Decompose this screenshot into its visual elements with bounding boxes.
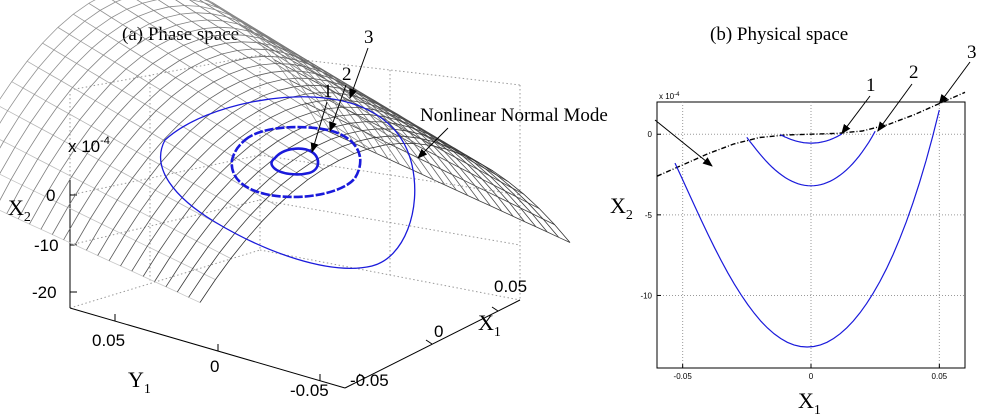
phase-nnm-arrow [417, 127, 449, 159]
orbit-1-phase [270, 147, 320, 176]
orbit-3-phase [159, 96, 416, 269]
physical-orbit-arrow-2 [877, 83, 913, 132]
mesh-line-v [0, 0, 344, 149]
phase-z-axis-label: X2 [8, 195, 31, 225]
physical-y-tick-label: -10 [640, 291, 652, 300]
phase-space-title: (a) Phase space [122, 24, 239, 45]
physical-space-panel: (b) Physical space -0.05 0 0.05 0 -5 -10 x 10… [610, 24, 977, 417]
mesh-line-v [108, 84, 480, 261]
physical-orbit-label-2: 2 [909, 62, 919, 83]
y-tick-0: 0.05 [92, 331, 125, 350]
orbit-1-physical [779, 133, 843, 144]
mesh-line-v [51, 48, 423, 235]
z-tick-2: -20 [32, 283, 57, 302]
mesh-line-u [0, 210, 201, 303]
phase-y-axis-label: Y1 [128, 367, 151, 397]
mesh-line-v [0, 5, 355, 175]
phase-space-axes [69, 180, 521, 389]
physical-y-axis-label: X2 [610, 193, 633, 223]
x-tick-1: 0 [434, 322, 443, 341]
physical-ticks: -0.05 0 0.05 0 -5 -10 [640, 130, 947, 381]
phase-orbit-arrow-3 [349, 47, 369, 99]
phase-orbit-label-1: 1 [323, 81, 333, 102]
mesh-line-v [165, 121, 537, 288]
mesh-line-v [29, 34, 400, 225]
physical-x-axis-label: X1 [798, 388, 821, 417]
physical-y-tick-label: 0 [648, 130, 653, 139]
mesh-line-v [40, 41, 412, 230]
phase-nnm-annotation: Nonlinear Normal Mode [420, 105, 608, 126]
mesh-line-v [0, 0, 321, 128]
physical-orbit-label-3: 3 [967, 42, 977, 63]
physical-orbit-label-1: 1 [866, 75, 876, 96]
x-tick-0: 0.05 [494, 277, 527, 296]
mesh-line-v [154, 113, 525, 282]
mesh-line-v [188, 135, 559, 298]
physical-x-tick-label: 0 [809, 372, 814, 381]
mesh-line-v [0, 0, 332, 133]
z-tick-1: -10 [34, 236, 59, 255]
mesh-line-v [176, 128, 548, 293]
phase-space-ticks [70, 194, 499, 381]
mesh-line-v [17, 26, 389, 220]
phase-orbit-arrow-1 [310, 101, 328, 153]
phase-space-orbits [159, 96, 416, 269]
phase-x-axis-label: X1 [478, 310, 501, 340]
phase-orbit-arrow-2 [329, 84, 347, 132]
mesh-line-v [63, 55, 434, 241]
phase-orbit-label-2: 2 [342, 64, 352, 85]
y-tick-1: 0 [210, 357, 219, 376]
phase-scale-note: x 10-4 [68, 135, 110, 156]
orbit-2-physical [746, 130, 876, 187]
mesh-line-v [74, 63, 446, 246]
physical-nnm-arrow [654, 119, 713, 167]
mesh-line-v [142, 106, 514, 277]
mesh-line-v [97, 77, 469, 256]
phase-orbit-label-3: 3 [364, 27, 374, 48]
y-tick-2: -0.05 [290, 381, 329, 400]
z-tick-0: 0 [46, 186, 55, 205]
phase-space-panel: (a) Phase space [0, 0, 608, 400]
physical-space-title: (b) Physical space [710, 24, 848, 45]
physical-orbit-arrow-3 [938, 61, 971, 105]
physical-orbit-arrow-1 [841, 95, 871, 135]
nnm-series-line [656, 91, 966, 177]
physical-scale-note: x 10-4 [659, 92, 680, 101]
mesh-line-v [199, 142, 571, 303]
x-tick-2: -0.05 [350, 371, 389, 390]
physical-x-tick-label: 0.05 [932, 372, 948, 381]
nnm-surface-mesh [0, 0, 571, 303]
orbit-2-phase [230, 125, 362, 199]
orbit-3-physical [674, 109, 940, 348]
physical-series [656, 61, 971, 348]
mesh-line-v [0, 12, 366, 201]
physical-x-tick-label: -0.05 [674, 372, 693, 381]
physical-y-tick-label: -5 [645, 211, 653, 220]
mesh-line-v [86, 70, 457, 251]
